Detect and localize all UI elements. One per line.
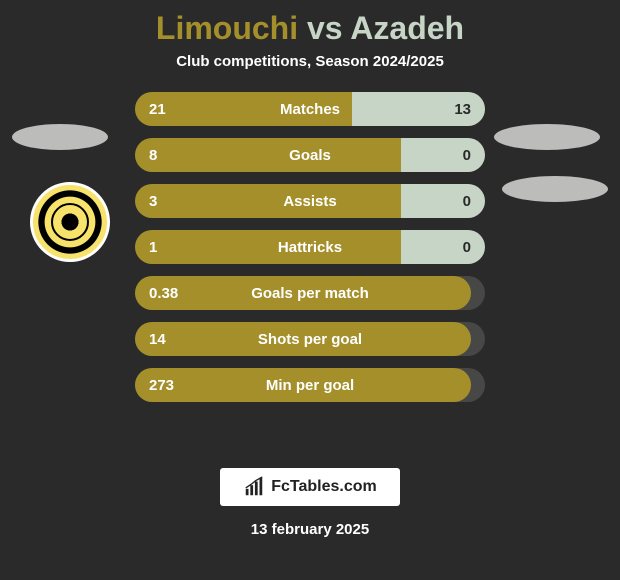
player1-photo-placeholder (12, 124, 108, 150)
stat-row-min-per-goal: 273Min per goal (135, 368, 485, 402)
brand-logo: FcTables.com (220, 468, 400, 506)
stat-value-left: 14 (135, 322, 180, 356)
stat-row-assists: 3Assists0 (135, 184, 485, 218)
player2-club-placeholder (502, 176, 608, 202)
player2-photo-placeholder (494, 124, 600, 150)
stat-row-hattricks: 1Hattricks0 (135, 230, 485, 264)
stat-value-left: 21 (135, 92, 180, 126)
vs-separator: vs (298, 10, 350, 46)
player1-club-crest (30, 182, 110, 262)
brand-prefix: Fc (271, 478, 290, 495)
stat-value-right: 0 (449, 184, 485, 218)
stat-fill-left (135, 138, 401, 172)
player1-name: Limouchi (156, 10, 298, 46)
stat-value-left: 3 (135, 184, 171, 218)
stat-value-left: 1 (135, 230, 171, 264)
stat-value-right: 0 (449, 138, 485, 172)
stat-fill (135, 322, 471, 356)
player2-name: Azadeh (350, 10, 464, 46)
stat-row-matches: 21Matches13 (135, 92, 485, 126)
crest-inner (51, 203, 89, 241)
subtitle: Club competitions, Season 2024/2025 (0, 53, 620, 70)
stat-row-shots-per-goal: 14Shots per goal (135, 322, 485, 356)
stat-fill-left (135, 184, 401, 218)
stat-value-right: 0 (449, 230, 485, 264)
stat-row-goals: 8Goals0 (135, 138, 485, 172)
stat-value-right: 13 (440, 92, 485, 126)
date-text: 13 february 2025 (0, 521, 620, 538)
stat-value-left: 273 (135, 368, 188, 402)
brand-suffix: Tables.com (290, 478, 377, 495)
stat-value-left: 8 (135, 138, 171, 172)
brand-text: FcTables.com (271, 478, 377, 496)
stat-fill-left (135, 230, 401, 264)
comparison-title: Limouchi vs Azadeh (0, 0, 620, 47)
stat-value-left: 0.38 (135, 276, 192, 310)
stat-row-goals-per-match: 0.38Goals per match (135, 276, 485, 310)
chart-icon (243, 476, 265, 498)
